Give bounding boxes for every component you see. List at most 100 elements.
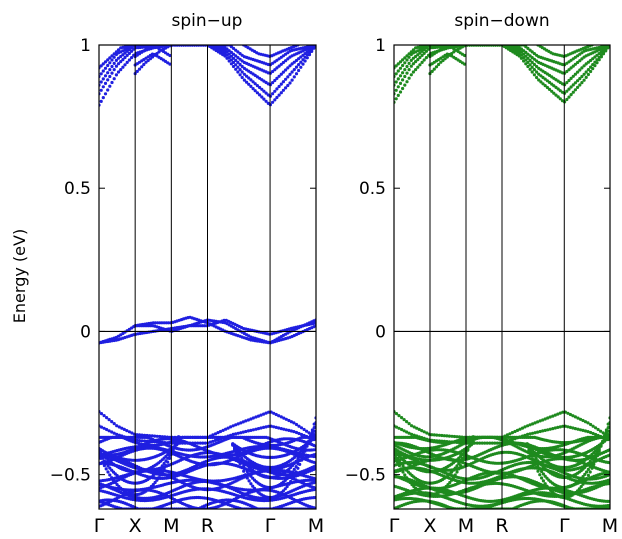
band-point xyxy=(281,70,285,74)
band-point xyxy=(541,418,545,422)
band-point xyxy=(114,73,118,77)
band-point xyxy=(234,54,238,58)
band-point xyxy=(422,58,426,62)
band-point xyxy=(543,417,547,421)
band-point xyxy=(243,473,248,477)
band-point xyxy=(258,93,262,97)
band-point xyxy=(106,58,110,62)
band-point xyxy=(530,70,534,74)
band-point xyxy=(567,68,571,72)
band-point xyxy=(286,57,290,61)
band-point xyxy=(418,63,422,67)
band-point xyxy=(528,432,532,436)
band-point xyxy=(234,453,238,457)
band-point xyxy=(394,97,398,101)
band-point xyxy=(114,58,118,63)
kpoint-label: R xyxy=(201,515,214,537)
band-point xyxy=(281,489,285,493)
band-point xyxy=(519,47,524,51)
band-point xyxy=(288,81,292,85)
band-point xyxy=(150,434,154,438)
band-point xyxy=(441,58,445,63)
band-point xyxy=(301,454,305,458)
band-point xyxy=(242,459,246,463)
band-point xyxy=(526,52,530,56)
band-point xyxy=(289,472,293,476)
band-point xyxy=(584,75,588,79)
band-point xyxy=(125,429,129,433)
band-point xyxy=(586,421,590,425)
band-point xyxy=(292,421,296,425)
band-point xyxy=(135,433,139,437)
band-point xyxy=(127,430,131,434)
kpoint-label: X xyxy=(129,515,142,537)
band-point xyxy=(582,64,586,68)
band-point xyxy=(398,90,403,94)
band-point xyxy=(273,78,277,83)
band-point xyxy=(450,434,454,438)
band-point xyxy=(305,429,309,433)
band-point xyxy=(294,459,298,463)
band-point xyxy=(533,421,537,425)
band-point xyxy=(583,429,588,433)
band-point xyxy=(123,55,127,60)
band-point xyxy=(401,58,405,62)
band-point xyxy=(576,85,580,89)
band-point xyxy=(547,87,552,91)
band-point xyxy=(455,435,459,439)
band-point xyxy=(241,420,245,424)
band-point xyxy=(548,415,552,419)
band-point xyxy=(243,467,248,471)
band-point xyxy=(106,63,110,68)
band-point xyxy=(552,91,556,95)
band-point xyxy=(262,425,266,429)
band-point xyxy=(168,53,172,58)
band-point xyxy=(573,81,578,85)
band-point xyxy=(558,425,562,429)
band-point xyxy=(594,426,598,430)
band-point xyxy=(407,61,411,65)
band-point xyxy=(515,428,520,432)
band-point xyxy=(597,52,601,56)
band-point xyxy=(101,62,105,66)
band-point xyxy=(112,61,116,65)
band-point xyxy=(229,425,233,429)
band-point xyxy=(247,479,251,483)
band-point xyxy=(238,461,242,466)
band-point xyxy=(99,64,103,68)
band-point xyxy=(576,427,580,431)
band-point xyxy=(246,418,250,422)
band-point xyxy=(530,60,534,64)
band-point xyxy=(424,56,428,60)
band-point xyxy=(310,428,314,432)
band-point xyxy=(505,433,509,437)
band-point xyxy=(142,62,146,67)
band-point xyxy=(103,74,108,78)
band-point xyxy=(284,86,288,90)
band-point xyxy=(106,71,110,75)
band-point xyxy=(281,88,285,92)
band-point xyxy=(430,69,434,73)
band-point xyxy=(146,58,150,63)
band-point xyxy=(538,419,542,423)
band-point xyxy=(305,444,309,448)
band-point xyxy=(530,56,534,60)
band-point xyxy=(411,48,415,52)
band-point xyxy=(244,419,248,423)
band-point xyxy=(541,82,545,86)
band-point xyxy=(187,324,191,328)
band-point xyxy=(292,461,296,466)
band-point xyxy=(130,49,134,53)
band-point xyxy=(299,65,303,69)
band-point xyxy=(526,56,530,60)
band-point xyxy=(573,415,578,419)
band-point xyxy=(535,70,539,74)
band-point xyxy=(543,84,547,88)
band-point xyxy=(107,429,111,433)
band-point xyxy=(394,80,398,84)
band-point xyxy=(258,85,262,90)
band-point xyxy=(286,83,290,88)
band-point xyxy=(102,414,106,418)
band-point xyxy=(565,81,569,85)
band-point xyxy=(554,85,558,89)
